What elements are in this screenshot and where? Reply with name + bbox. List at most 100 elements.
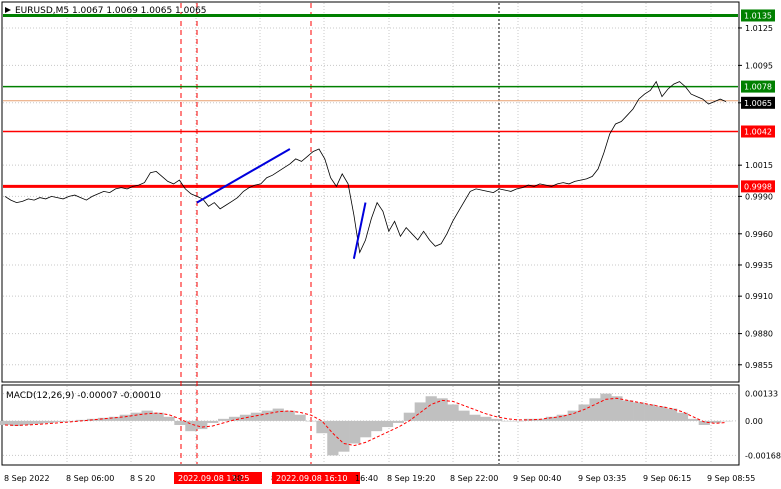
price-tick-label: 0.9960 xyxy=(745,230,773,239)
symbol-arrow-icon xyxy=(5,7,11,13)
macd-bar xyxy=(108,416,121,421)
macd-bar xyxy=(65,420,77,422)
macd-bar xyxy=(360,420,372,438)
price-tick-label: 1.0015 xyxy=(745,161,773,170)
macd-bar xyxy=(403,412,415,421)
macd-title: MACD(12,26,9) -0.00007 -0.00010 xyxy=(6,391,161,401)
macd-bar xyxy=(250,412,263,421)
macd-bar xyxy=(272,408,284,421)
price-line xyxy=(4,80,727,254)
macd-bar xyxy=(130,412,142,421)
macd-bar xyxy=(458,410,470,421)
price-grid xyxy=(3,3,738,381)
macd-bar xyxy=(502,420,514,422)
level-tag-3 xyxy=(741,180,775,193)
macd-bar xyxy=(480,416,492,421)
macd-bar xyxy=(10,420,22,427)
trend-segment-0 xyxy=(196,148,291,204)
macd-bar xyxy=(698,420,710,425)
price-tick-label: 1.0125 xyxy=(745,24,773,33)
time-tick-label: 16:40 xyxy=(355,474,378,483)
macd-bar xyxy=(600,393,612,421)
macd-bar xyxy=(436,398,448,421)
macd-bar xyxy=(261,410,273,421)
macd-bar xyxy=(239,414,252,421)
macd-bar xyxy=(294,414,306,421)
time-tick-label: 9 Sep 03:35 xyxy=(578,474,626,483)
time-marker-tag xyxy=(272,472,360,484)
time-tick-label: 2022.09.08 16:10 xyxy=(276,474,347,483)
macd-bar xyxy=(687,418,699,421)
macd-bar xyxy=(654,406,667,421)
macd-bar xyxy=(578,404,590,421)
macd-bar xyxy=(491,418,503,421)
level-tag-2 xyxy=(741,125,775,138)
macd-histogram xyxy=(0,393,732,456)
price-levels xyxy=(3,13,738,188)
price-tick-label: 1.0095 xyxy=(745,61,773,70)
level-tag-label: 0.9998 xyxy=(744,182,772,191)
time-tick-label: 20 xyxy=(232,474,242,483)
current-price-tag xyxy=(741,96,775,109)
time-tick-label: 9 Sep 06:15 xyxy=(643,474,691,483)
macd-bar xyxy=(54,420,66,422)
time-axis: 8 Sep 2022 8 Sep 06:00 8 S 20 2022.09.08 11:… xyxy=(4,472,755,484)
macd-bar xyxy=(545,416,557,421)
time-tick-label: 8 Sep 22:00 xyxy=(450,474,498,483)
macd-bar xyxy=(644,404,656,421)
time-tick-label: 8 Sep 19:20 xyxy=(387,474,435,483)
level-tag-label: 1.0078 xyxy=(744,83,772,92)
macd-tick-label: -0.00168 xyxy=(745,451,781,460)
macd-bar xyxy=(381,420,394,428)
price-series xyxy=(4,80,727,254)
macd-bar xyxy=(720,420,732,422)
time-tick-label: 2022.09.08 11:25 xyxy=(178,474,249,483)
macd-bar xyxy=(665,408,678,421)
macd-bar xyxy=(611,396,623,421)
macd-bar xyxy=(425,396,437,421)
price-tick-label: 0.9910 xyxy=(745,292,773,301)
macd-signal-line xyxy=(4,397,727,447)
time-tick-label: 9 Sep 00:40 xyxy=(513,474,561,483)
macd-bar xyxy=(21,420,33,425)
level-tags: 1.0135 1.0078 1.0042 0.9998 1.0065 xyxy=(741,9,775,193)
macd-bar xyxy=(163,416,175,421)
macd-bar xyxy=(97,417,110,421)
macd-signal-line xyxy=(4,397,727,447)
macd-bar xyxy=(589,398,601,421)
macd-bar xyxy=(283,410,295,421)
price-tick-label: 0.9855 xyxy=(745,361,773,370)
macd-bar xyxy=(512,420,525,422)
macd-bar xyxy=(327,420,339,456)
chart-title: EURUSD,M5 1.0067 1.0069 1.0065 1.0065 xyxy=(15,6,207,16)
macd-bar xyxy=(0,420,11,425)
level-tag-label: 1.0135 xyxy=(744,11,772,20)
level-tag-0 xyxy=(741,9,775,22)
trend-segment-1 xyxy=(352,202,367,259)
macd-bar xyxy=(349,420,361,444)
macd-bar xyxy=(676,412,689,421)
macd-bar xyxy=(228,416,241,421)
macd-bar xyxy=(119,414,131,421)
time-tick-label: 8 S xyxy=(130,474,143,483)
macd-tick-label: 0.00133 xyxy=(745,390,778,399)
macd-bar xyxy=(207,420,219,423)
macd-bar xyxy=(556,414,568,421)
level-tag-1 xyxy=(741,80,775,93)
macd-bar xyxy=(32,420,44,424)
time-tick-label: 8 Sep 2022 xyxy=(4,474,50,483)
current-price-label: 1.0065 xyxy=(744,99,772,108)
macd-bar xyxy=(218,418,230,421)
time-tick-label: 8 Sep 06:00 xyxy=(66,474,114,483)
macd-bar xyxy=(392,420,405,423)
macd-bar xyxy=(709,420,721,423)
macd-axis: 0.00133 0.00 -0.00168 xyxy=(745,390,781,461)
macd-bar xyxy=(43,420,55,423)
vertical-markers xyxy=(180,3,500,464)
macd-tick-label: 0.00 xyxy=(745,417,763,426)
macd-bar xyxy=(370,420,383,432)
macd-bar xyxy=(152,412,164,421)
price-tick-label: 0.9990 xyxy=(745,192,773,201)
macd-bar xyxy=(338,420,350,452)
price-panel-frame xyxy=(1,1,740,383)
